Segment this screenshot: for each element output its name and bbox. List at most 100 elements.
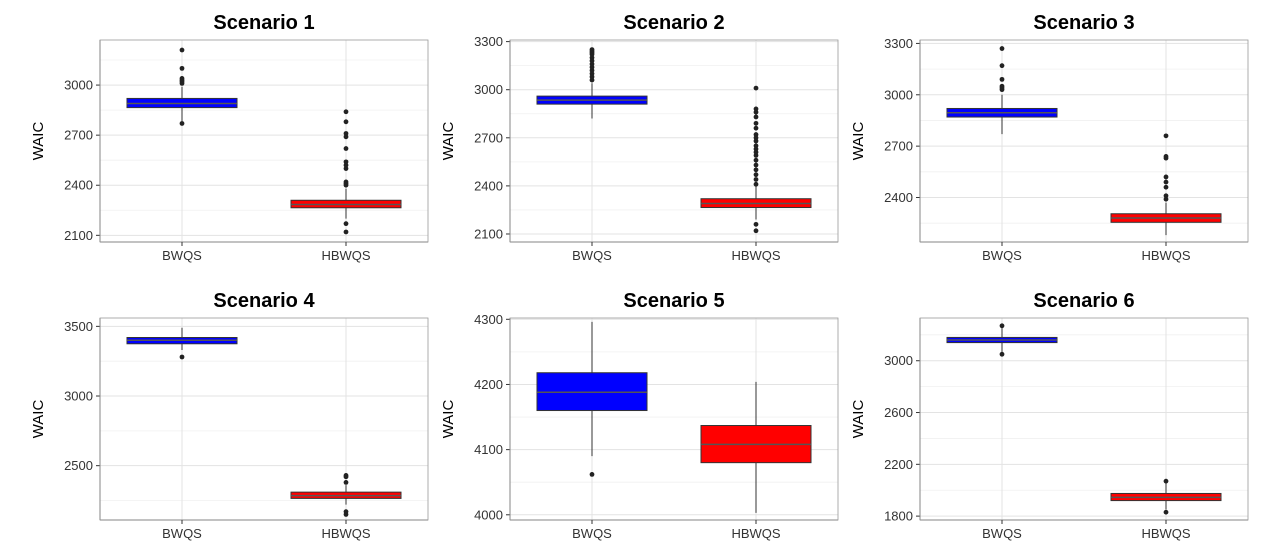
outlier-point [343,162,349,168]
outlier-point [343,134,349,140]
panel-border [919,39,1249,243]
outlier-point [1163,196,1169,202]
outlier-point [753,114,759,120]
y-tick-label: 2700 [64,128,93,143]
plot-panel-2 [510,40,838,242]
outlier-point [179,354,185,360]
outlier-point [343,166,349,171]
outlier-point [343,221,349,227]
y-tick-label: 2700 [474,130,503,145]
x-tick-label-bwqs: BWQS [162,248,202,263]
panel-title: Scenario 5 [623,290,724,312]
box-hbwqs-scenario-4 [290,473,402,517]
y-axis-label: WAIC [30,122,47,161]
outlier-point [1163,184,1169,190]
outlier-point [753,157,759,163]
panel-border [509,39,839,243]
outlier-point [589,47,595,53]
outlier-point [179,75,185,81]
x-tick-label-bwqs: BWQS [982,526,1022,541]
y-tick-label: 2400 [474,178,503,193]
outlier-point [999,46,1005,51]
outlier-point [343,109,349,115]
x-tick-label-bwqs: BWQS [982,248,1022,263]
y-axis-label: WAIC [30,400,47,439]
box-bwqs-scenario-4 [126,327,238,360]
x-tick-label-hbwqs: HBWQS [321,526,370,541]
y-axis-label: WAIC [440,122,457,161]
box-hbwqs-scenario-2 [700,85,812,234]
outlier-point [753,172,759,178]
y-tick-label: 2600 [884,405,913,420]
outlier-point [343,159,349,165]
y-tick-label: 3000 [64,78,93,93]
outlier-point [1163,174,1169,180]
outlier-point [753,120,759,126]
panel-title: Scenario 2 [623,12,724,34]
box-bwqs-scenario-5 [536,321,648,477]
outlier-point [343,509,349,515]
y-tick-label: 2400 [884,190,913,205]
panel-border [509,317,839,521]
outlier-point [343,229,349,235]
box-bwqs-scenario-3 [946,46,1058,135]
y-tick-label: 2700 [884,139,913,154]
x-tick-label-hbwqs: HBWQS [1141,248,1190,263]
panel-scenario-6: 1800 2200 2600 3000 BWQS HBWQS Scenario 6 WAIC [850,290,1249,541]
outlier-point [753,162,759,168]
x-tick-label-hbwqs: HBWQS [731,248,780,263]
y-tick-label: 2500 [64,458,93,473]
outlier-point [179,65,185,71]
box-bwqs-scenario-1 [126,47,238,126]
x-tick-label-bwqs: BWQS [572,248,612,263]
y-axis-label: WAIC [850,122,867,161]
outlier-point [1163,133,1169,139]
outlier-point [1163,509,1169,515]
panel-scenario-4: 2500 3000 3500 BWQS HBWQS Scenario 4 WAIC [30,290,429,541]
outlier-point [343,479,349,485]
outlier-point [999,351,1005,357]
y-tick-label: 2100 [474,226,503,241]
outlier-point [343,179,349,185]
panel-scenario-2: 2100 2400 2700 3000 3300 BWQS HBWQS Scenario 2 W… [440,12,839,263]
outlier-point [999,83,1005,89]
x-tick-label-bwqs: BWQS [572,526,612,541]
panel-title: Scenario 6 [1033,290,1134,312]
outlier-point [753,132,759,137]
x-tick-label-hbwqs: HBWQS [731,526,780,541]
y-tick-label: 1800 [884,509,913,524]
y-tick-label: 3000 [64,389,93,404]
outlier-point [343,473,349,478]
y-tick-label: 3500 [64,319,93,334]
outlier-point [1163,193,1169,199]
outlier-point [343,131,349,136]
outlier-point [1163,179,1169,185]
outlier-point [753,181,759,187]
y-tick-label: 3000 [884,87,913,102]
outlier-point [343,146,349,151]
box-bwqs-scenario-2 [536,47,648,119]
outlier-point [999,76,1005,82]
x-tick-label-hbwqs: HBWQS [1141,526,1190,541]
plot-panel-4 [100,318,428,520]
panel-title: Scenario 3 [1033,12,1134,34]
panel-scenario-5: 4000 4100 4200 4300 BWQS HBWQS Scenario 5 WAIC [440,290,839,541]
x-tick-label-hbwqs: HBWQS [321,248,370,263]
y-tick-label: 4000 [474,507,503,522]
y-axis-label: WAIC [850,400,867,439]
outlier-point [1163,478,1169,484]
x-tick-label-bwqs: BWQS [162,526,202,541]
box-hbwqs-scenario-6 [1110,478,1222,515]
outlier-point [753,167,759,173]
panel-border [99,39,429,243]
panel-scenario-3: 2400 2700 3000 3300 BWQS HBWQS Scenario 3 WAIC [850,12,1249,263]
y-tick-label: 3000 [884,353,913,368]
panel-border [99,317,429,521]
y-tick-label: 4300 [474,312,503,327]
panel-title: Scenario 1 [213,12,314,34]
outlier-point [343,119,349,125]
plot-panel-5 [510,318,838,520]
outlier-point [753,228,759,234]
plot-panel-6 [920,318,1248,520]
